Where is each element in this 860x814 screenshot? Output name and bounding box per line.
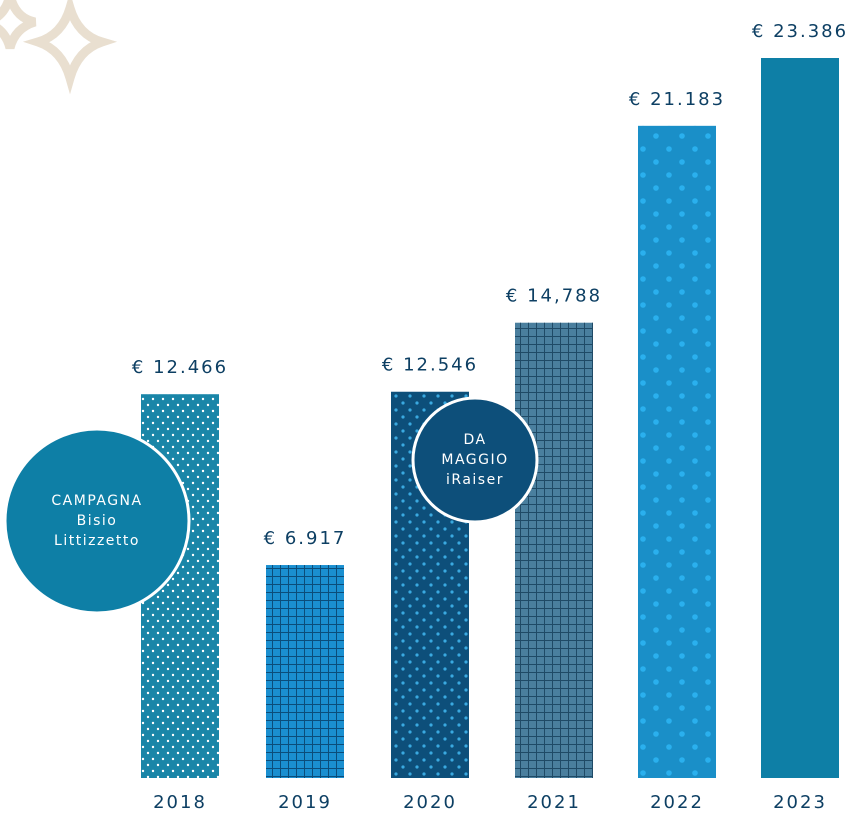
annotation-text: iRaiser — [446, 472, 504, 488]
annotation-text: Bisio — [77, 513, 118, 529]
decoration-star — [0, 0, 118, 95]
x-tick-label: 2022 — [650, 792, 704, 813]
x-tick-label: 2023 — [773, 792, 827, 813]
x-tick-label: 2019 — [278, 792, 332, 813]
value-label: € 12.466 — [132, 357, 228, 378]
annotation-text: DA — [463, 432, 486, 448]
annotation-text: MAGGIO — [441, 452, 508, 468]
x-tick-label: 2018 — [153, 792, 207, 813]
value-label: € 14,788 — [506, 286, 602, 307]
bar-pattern — [638, 125, 716, 778]
annotation-text: CAMPAGNA — [51, 493, 142, 509]
value-label: € 21.183 — [629, 89, 725, 110]
x-tick-label: 2020 — [403, 792, 457, 813]
annotation-circle — [411, 396, 539, 524]
annotation-text: Littizzetto — [54, 533, 140, 549]
bar-pattern — [515, 322, 593, 778]
value-label: € 23.386 — [752, 21, 848, 42]
bar-pattern — [266, 565, 344, 778]
value-label: € 6.917 — [264, 528, 347, 549]
bar — [761, 58, 839, 778]
x-tick-label: 2021 — [527, 792, 581, 813]
value-label: € 12.546 — [382, 355, 478, 376]
annotation-circle — [3, 427, 191, 615]
